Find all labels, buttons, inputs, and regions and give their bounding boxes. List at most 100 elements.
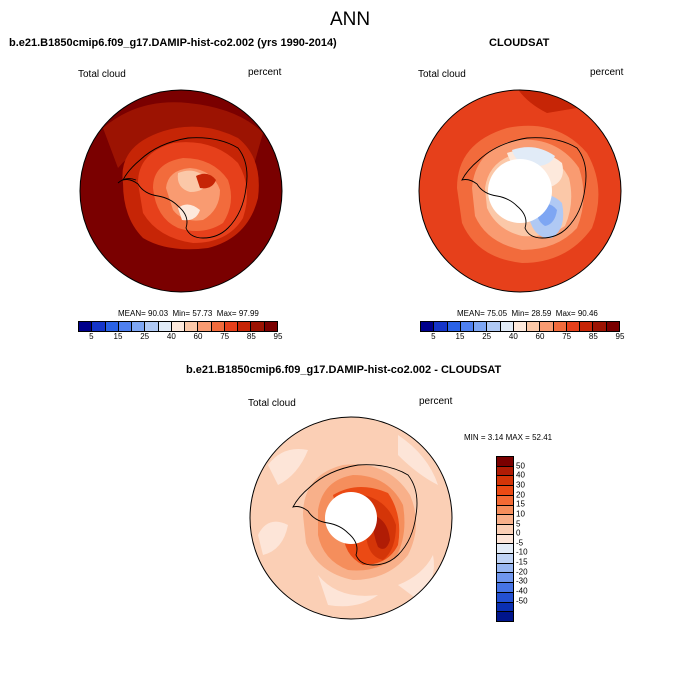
- colorbar-swatch: [474, 322, 488, 331]
- colorbar-swatch: [497, 457, 513, 467]
- colorbar-tick-label: 5: [89, 332, 94, 341]
- model-min-value: 57.73: [192, 309, 213, 318]
- colorbar-swatch: [497, 515, 513, 525]
- model-units-label: percent: [248, 67, 282, 78]
- page-title: ANN: [329, 9, 371, 30]
- colorbar-swatch: [434, 322, 448, 331]
- obs-panel-title: CLOUDSAT: [489, 37, 550, 49]
- colorbar-swatch: [185, 322, 199, 331]
- colorbar-swatch: [171, 322, 186, 331]
- colorbar-swatch: [198, 322, 212, 331]
- model-max-label: Max=: [216, 309, 237, 318]
- diff-min-label: MIN =: [464, 433, 486, 442]
- colorbar-tick-label: 60: [193, 332, 203, 341]
- colorbar-tick-label: 85: [246, 332, 256, 341]
- colorbar-tick-label: 60: [535, 332, 545, 341]
- colorbar-swatch: [92, 322, 106, 331]
- model-map: [79, 89, 283, 293]
- colorbar-tick-label: 25: [140, 332, 150, 341]
- obs-mean-value: 75.05: [487, 309, 508, 318]
- model-colorbar: 5 15 25 40 60 75 85 95: [78, 321, 282, 342]
- colorbar-tick-label: 40: [166, 332, 176, 341]
- colorbar-swatch: [211, 322, 225, 331]
- colorbar-swatch: [79, 322, 93, 331]
- colorbar-swatch: [497, 505, 513, 516]
- colorbar-tick-label: 85: [588, 332, 598, 341]
- colorbar-swatch: [460, 322, 475, 331]
- obs-colorbar-swatches: [420, 321, 620, 332]
- colorbar-swatch: [118, 322, 133, 331]
- colorbar-swatch: [497, 495, 513, 506]
- colorbar-tick-label: -10: [516, 547, 528, 557]
- colorbar-swatch: [500, 322, 514, 331]
- colorbar-swatch: [497, 486, 513, 496]
- colorbar-swatch: [497, 592, 513, 603]
- colorbar-tick-label: 75: [562, 332, 572, 341]
- colorbar-swatch: [251, 322, 265, 331]
- colorbar-swatch: [580, 322, 594, 331]
- obs-min-value: 28.59: [531, 309, 552, 318]
- colorbar-tick-label: -50: [516, 596, 528, 606]
- obs-units-label: percent: [590, 67, 624, 78]
- colorbar-swatch: [497, 544, 513, 555]
- model-max-value: 97.99: [238, 309, 259, 318]
- colorbar-swatch: [421, 322, 435, 331]
- colorbar-swatch: [497, 534, 513, 545]
- diff-max-label: MAX =: [505, 433, 530, 442]
- colorbar-tick-label: 15: [516, 499, 525, 509]
- colorbar-swatch: [497, 466, 513, 477]
- model-min-label: Min=: [172, 309, 191, 318]
- model-colorbar-swatches: [78, 321, 278, 332]
- colorbar-swatch: [497, 563, 513, 574]
- obs-colorbar-ticks: 5 15 25 40 60 75 85 95: [420, 332, 624, 342]
- colorbar-tick-label: 95: [273, 332, 283, 341]
- colorbar-tick-label: -5: [516, 538, 524, 548]
- colorbar-tick-label: 5: [431, 332, 436, 341]
- colorbar-swatch: [447, 322, 461, 331]
- obs-max-value: 90.46: [577, 309, 598, 318]
- diff-colorbar-swatches: [496, 456, 514, 622]
- obs-mean-label: MEAN=: [457, 309, 485, 318]
- colorbar-swatch: [540, 322, 554, 331]
- colorbar-swatch: [497, 583, 513, 593]
- model-stats: MEAN= 90.03 Min= 57.73 Max= 97.99: [118, 309, 259, 318]
- model-panel-title: b.e21.B1850cmip6.f09_g17.DAMIP-hist-co2.…: [9, 37, 337, 49]
- colorbar-swatch: [145, 322, 159, 331]
- model-variable-label: Total cloud: [78, 69, 126, 80]
- colorbar-tick-label: 30: [516, 480, 525, 490]
- diff-stats: MIN = 3.14 MAX = 52.41: [464, 433, 552, 442]
- colorbar-swatch: [527, 322, 541, 331]
- diff-max-value: 52.41: [532, 433, 553, 442]
- colorbar-swatch: [497, 573, 513, 584]
- model-mean-label: MEAN=: [118, 309, 146, 318]
- colorbar-tick-label: 95: [615, 332, 625, 341]
- colorbar-tick-label: 40: [516, 470, 525, 480]
- obs-map: [418, 89, 622, 293]
- model-colorbar-ticks: 5 15 25 40 60 75 85 95: [78, 332, 282, 342]
- colorbar-swatch: [606, 322, 619, 331]
- obs-max-label: Max=: [555, 309, 576, 318]
- colorbar-tick-label: 15: [455, 332, 465, 341]
- colorbar-swatch: [566, 322, 581, 331]
- colorbar-swatch: [497, 524, 513, 535]
- diff-units-label: percent: [419, 396, 453, 407]
- diff-colorbar-ticks: 50 40 30 20 15 10 5 0 -5 -10 -15 -20 -30 -40 -50: [516, 456, 546, 622]
- colorbar-tick-label: 75: [220, 332, 230, 341]
- colorbar-tick-label: 0: [516, 528, 521, 538]
- colorbar-swatch: [553, 322, 567, 331]
- diff-min-value: 3.14: [487, 433, 504, 442]
- obs-variable-label: Total cloud: [418, 69, 466, 80]
- colorbar-tick-label: 15: [113, 332, 123, 341]
- diff-map: [249, 416, 453, 620]
- colorbar-swatch: [497, 602, 513, 613]
- obs-stats: MEAN= 75.05 Min= 28.59 Max= 90.46: [457, 309, 598, 318]
- colorbar-swatch: [105, 322, 119, 331]
- colorbar-swatch: [224, 322, 239, 331]
- diff-panel-title: b.e21.B1850cmip6.f09_g17.DAMIP-hist-co2.…: [186, 364, 502, 376]
- colorbar-swatch: [238, 322, 252, 331]
- colorbar-swatch: [513, 322, 528, 331]
- colorbar-swatch: [593, 322, 607, 331]
- colorbar-swatch: [497, 554, 513, 564]
- colorbar-tick-label: 20: [516, 490, 525, 500]
- colorbar-tick-label: 25: [482, 332, 492, 341]
